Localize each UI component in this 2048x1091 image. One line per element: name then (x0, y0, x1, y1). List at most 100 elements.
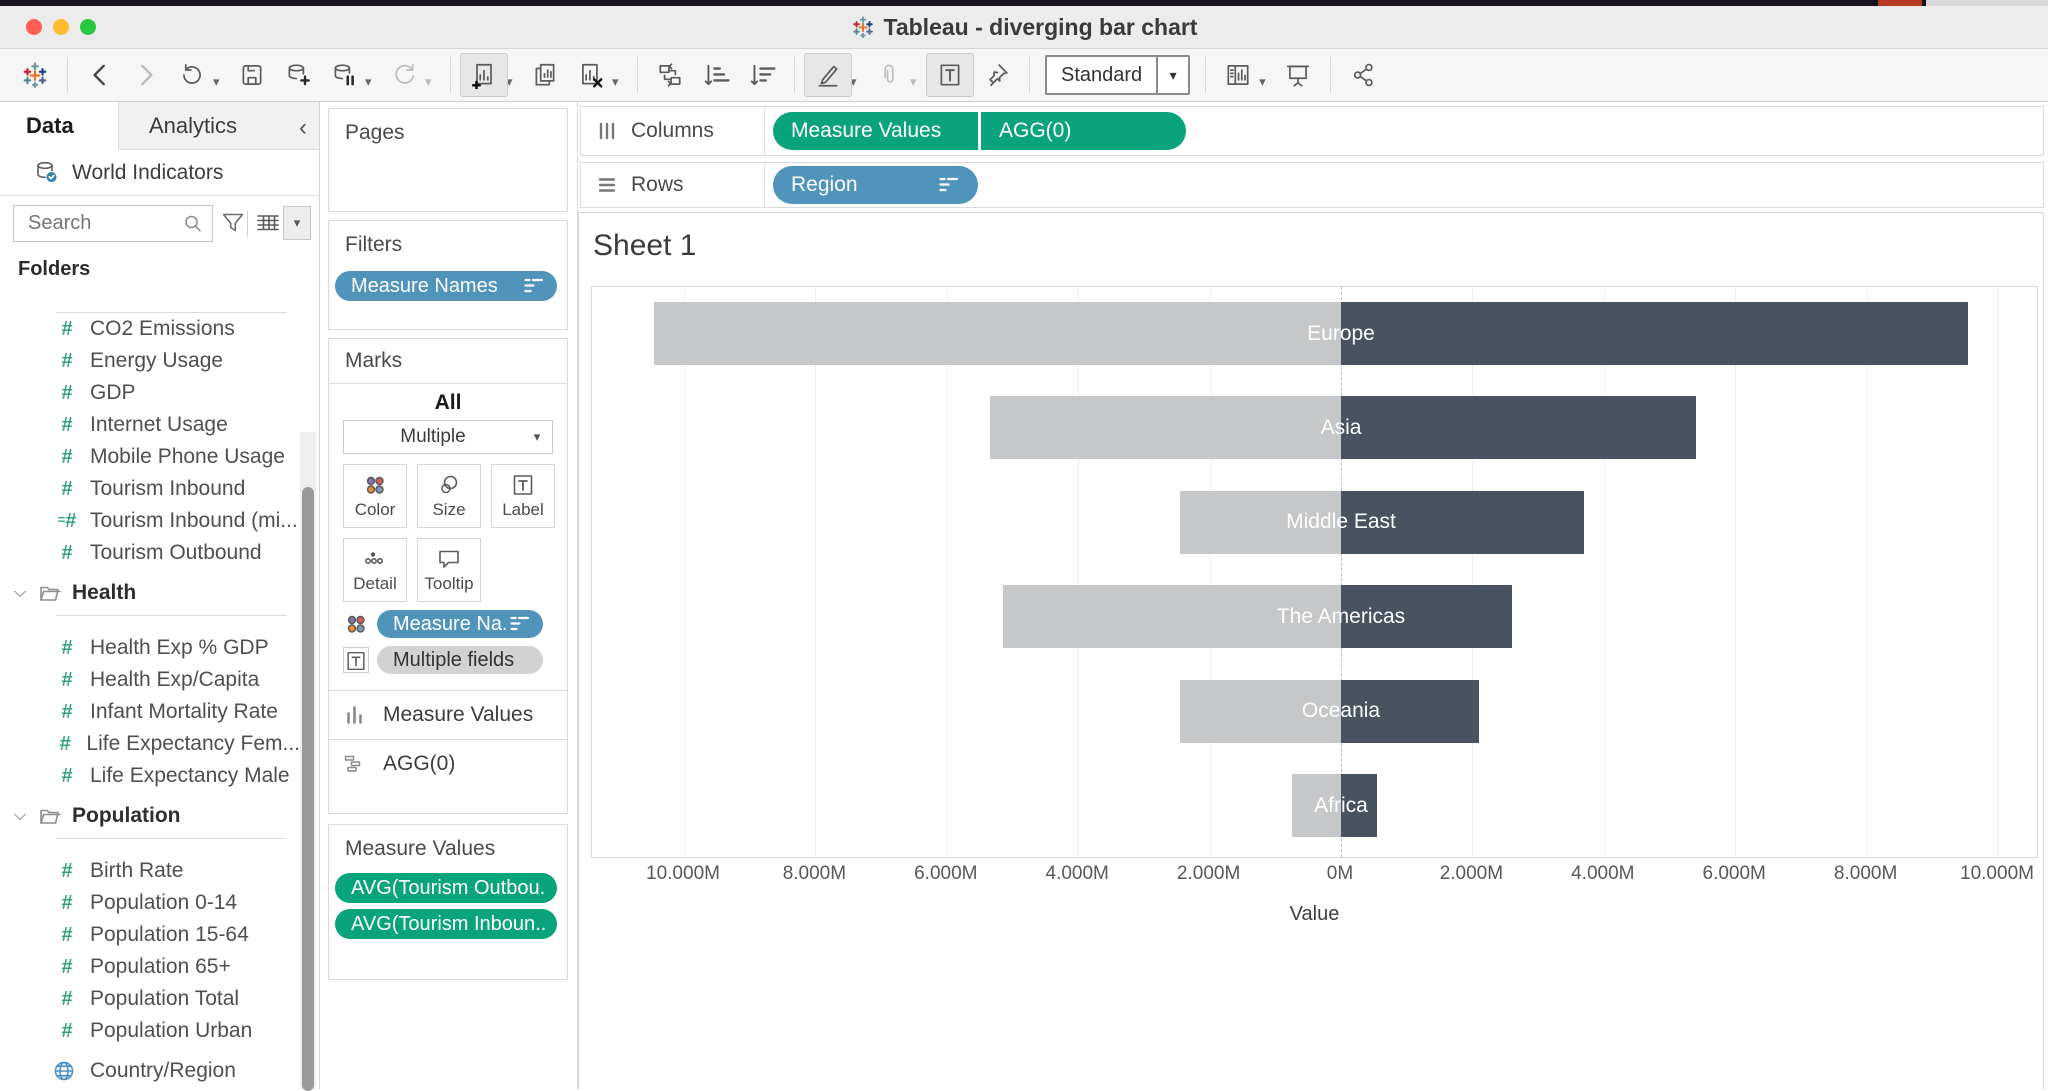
marks-button-label[interactable]: Label (491, 464, 555, 528)
marks-pill-multiple-fields[interactable]: Multiple fields (377, 646, 543, 674)
back-button[interactable] (77, 54, 123, 96)
tab-data[interactable]: Data (0, 102, 118, 150)
field-mobile-phone-usage[interactable]: # Mobile Phone Usage (0, 441, 300, 473)
marks-button-tooltip[interactable]: Tooltip (417, 538, 481, 602)
collapse-pane-icon[interactable]: ‹ (299, 114, 307, 141)
folder-population[interactable]: ⌵ Population (0, 794, 300, 838)
measure-pill-tourism-inbound[interactable]: AVG(Tourism Inboun.. (335, 909, 557, 939)
zoom-window-button[interactable] (80, 19, 96, 35)
chevron-down-icon[interactable]: ⌵ (14, 584, 27, 601)
measure-pill-tourism-outbound[interactable]: AVG(Tourism Outbou.. (335, 873, 557, 903)
fit-mode-select[interactable]: Standard ▾ (1045, 55, 1191, 95)
folder-health[interactable]: ⌵ Health (0, 571, 300, 615)
marks-tab-all[interactable]: All (434, 391, 462, 414)
field-tourism-inbound-mi[interactable]: =# Tourism Inbound (mi... (0, 505, 300, 537)
bar-oceania-outbound[interactable] (1180, 679, 1341, 743)
swap-rows-columns-button[interactable] (647, 54, 693, 96)
chevron-down-icon[interactable]: ⌵ (14, 807, 27, 824)
chart-pane[interactable]: Europe Asia Middle East The Americas Oceania… (591, 286, 2038, 858)
datasource-item[interactable]: World Indicators (0, 150, 319, 196)
highlight-button[interactable] (804, 53, 852, 97)
save-button[interactable] (229, 54, 275, 96)
show-hide-cards-button[interactable] (1215, 54, 1261, 96)
field-life-expectancy-male[interactable]: # Life Expectancy Male (0, 760, 300, 792)
chevron-down-icon[interactable]: ▾ (850, 74, 857, 89)
show-mark-labels-button[interactable] (926, 53, 974, 97)
bar-the-americas-inbound[interactable] (1341, 585, 1512, 649)
chevron-down-icon[interactable]: ▾ (365, 74, 372, 89)
field-tourism-inbound[interactable]: # Tourism Inbound (0, 473, 300, 505)
run-update-button[interactable] (381, 54, 427, 96)
presentation-mode-button[interactable] (1275, 54, 1321, 96)
field-tourism-outbound[interactable]: # Tourism Outbound (0, 537, 300, 569)
pages-card[interactable]: Pages (328, 108, 568, 212)
share-button[interactable] (1340, 54, 1386, 96)
forward-button[interactable] (123, 54, 169, 96)
sort-ascending-button[interactable] (693, 54, 739, 96)
field-population-15-64[interactable]: # Population 15-64 (0, 919, 300, 951)
sheet-title[interactable]: Sheet 1 (593, 229, 697, 262)
mark-type-dropdown[interactable]: Multiple ▾ (343, 420, 553, 454)
field-life-expectancy-fem[interactable]: # Life Expectancy Fem... (0, 728, 300, 760)
x-axis[interactable]: 10.000M 8.000M 6.000M 4.000M 2.000M 0M 2.000M 4… (591, 863, 2038, 891)
bar-africa-inbound[interactable] (1341, 774, 1378, 837)
chevron-down-icon[interactable]: ▾ (910, 74, 917, 89)
field-co2-emissions[interactable]: # CO2 Emissions (0, 313, 300, 345)
filters-card[interactable]: Filters Measure Names (328, 220, 568, 330)
marks-section-measure-values[interactable]: Measure Values (329, 691, 567, 739)
field-infant-mortality-rate[interactable]: # Infant Mortality Rate (0, 696, 300, 728)
field-health-exp-gdp[interactable]: # Health Exp % GDP (0, 632, 300, 664)
duplicate-sheet-button[interactable] (522, 54, 568, 96)
sort-descending-button[interactable] (739, 54, 785, 96)
replay-button[interactable] (169, 54, 215, 96)
bar-middle-east-inbound[interactable] (1341, 490, 1585, 554)
marks-pill-measure-names[interactable]: Measure Na.. (377, 610, 543, 638)
pause-auto-updates-button[interactable] (321, 54, 367, 96)
bar-oceania-inbound[interactable] (1341, 679, 1479, 743)
marks-button-color[interactable]: Color (343, 464, 407, 528)
chevron-down-icon[interactable]: ▾ (213, 74, 220, 89)
field-internet-usage[interactable]: # Internet Usage (0, 409, 300, 441)
rows-pill-region[interactable]: Region (773, 166, 978, 204)
marks-button-size[interactable]: Size (417, 464, 481, 528)
filter-fields-icon[interactable] (221, 210, 245, 241)
clear-sheet-button[interactable] (568, 54, 614, 96)
field-population-total[interactable]: # Population Total (0, 983, 300, 1015)
sidebar-scrollbar-thumb[interactable] (302, 487, 314, 1091)
new-worksheet-button[interactable] (460, 53, 508, 97)
bar-africa-outbound[interactable] (1291, 774, 1341, 837)
tab-analytics[interactable]: Analytics (118, 102, 319, 150)
field-gdp[interactable]: # GDP (0, 377, 300, 409)
field-population-0-14[interactable]: # Population 0-14 (0, 887, 300, 919)
new-data-source-button[interactable] (275, 54, 321, 96)
chevron-down-icon[interactable]: ▾ (425, 74, 432, 89)
search-box[interactable] (13, 205, 213, 242)
chevron-down-icon[interactable]: ▾ (612, 74, 619, 89)
marks-button-detail[interactable]: Detail (343, 538, 407, 602)
filter-pill-measure-names[interactable]: Measure Names (335, 271, 557, 301)
chevron-down-icon[interactable]: ▾ (506, 74, 513, 89)
search-input[interactable] (26, 206, 190, 241)
field-population-65[interactable]: # Population 65+ (0, 951, 300, 983)
chevron-down-icon[interactable]: ▾ (1259, 74, 1266, 89)
bar-asia-outbound[interactable] (989, 396, 1341, 460)
columns-pill-measure-values[interactable]: Measure Values (773, 112, 978, 150)
marks-section-agg0[interactable]: AGG(0) (329, 740, 567, 788)
bar-asia-inbound[interactable] (1341, 396, 1696, 460)
close-window-button[interactable] (26, 19, 42, 35)
rows-shelf[interactable]: Rows Region (580, 162, 2044, 208)
group-members-button[interactable] (866, 54, 912, 96)
view-as-table-icon[interactable] (255, 210, 281, 241)
bar-the-americas-outbound[interactable] (1002, 585, 1341, 649)
field-birth-rate[interactable]: # Birth Rate (0, 855, 300, 887)
fix-axes-button[interactable] (974, 54, 1020, 96)
field-country-region[interactable]: Country/Region (0, 1055, 300, 1087)
bar-europe-inbound[interactable] (1341, 302, 1969, 365)
field-health-exp-capita[interactable]: # Health Exp/Capita (0, 664, 300, 696)
bar-middle-east-outbound[interactable] (1180, 490, 1341, 554)
minimize-window-button[interactable] (53, 19, 69, 35)
field-population-urban[interactable]: # Population Urban (0, 1015, 300, 1047)
bar-europe-outbound[interactable] (654, 302, 1341, 365)
columns-pill-agg-0[interactable]: AGG(0) (981, 112, 1186, 150)
field-energy-usage[interactable]: # Energy Usage (0, 345, 300, 377)
